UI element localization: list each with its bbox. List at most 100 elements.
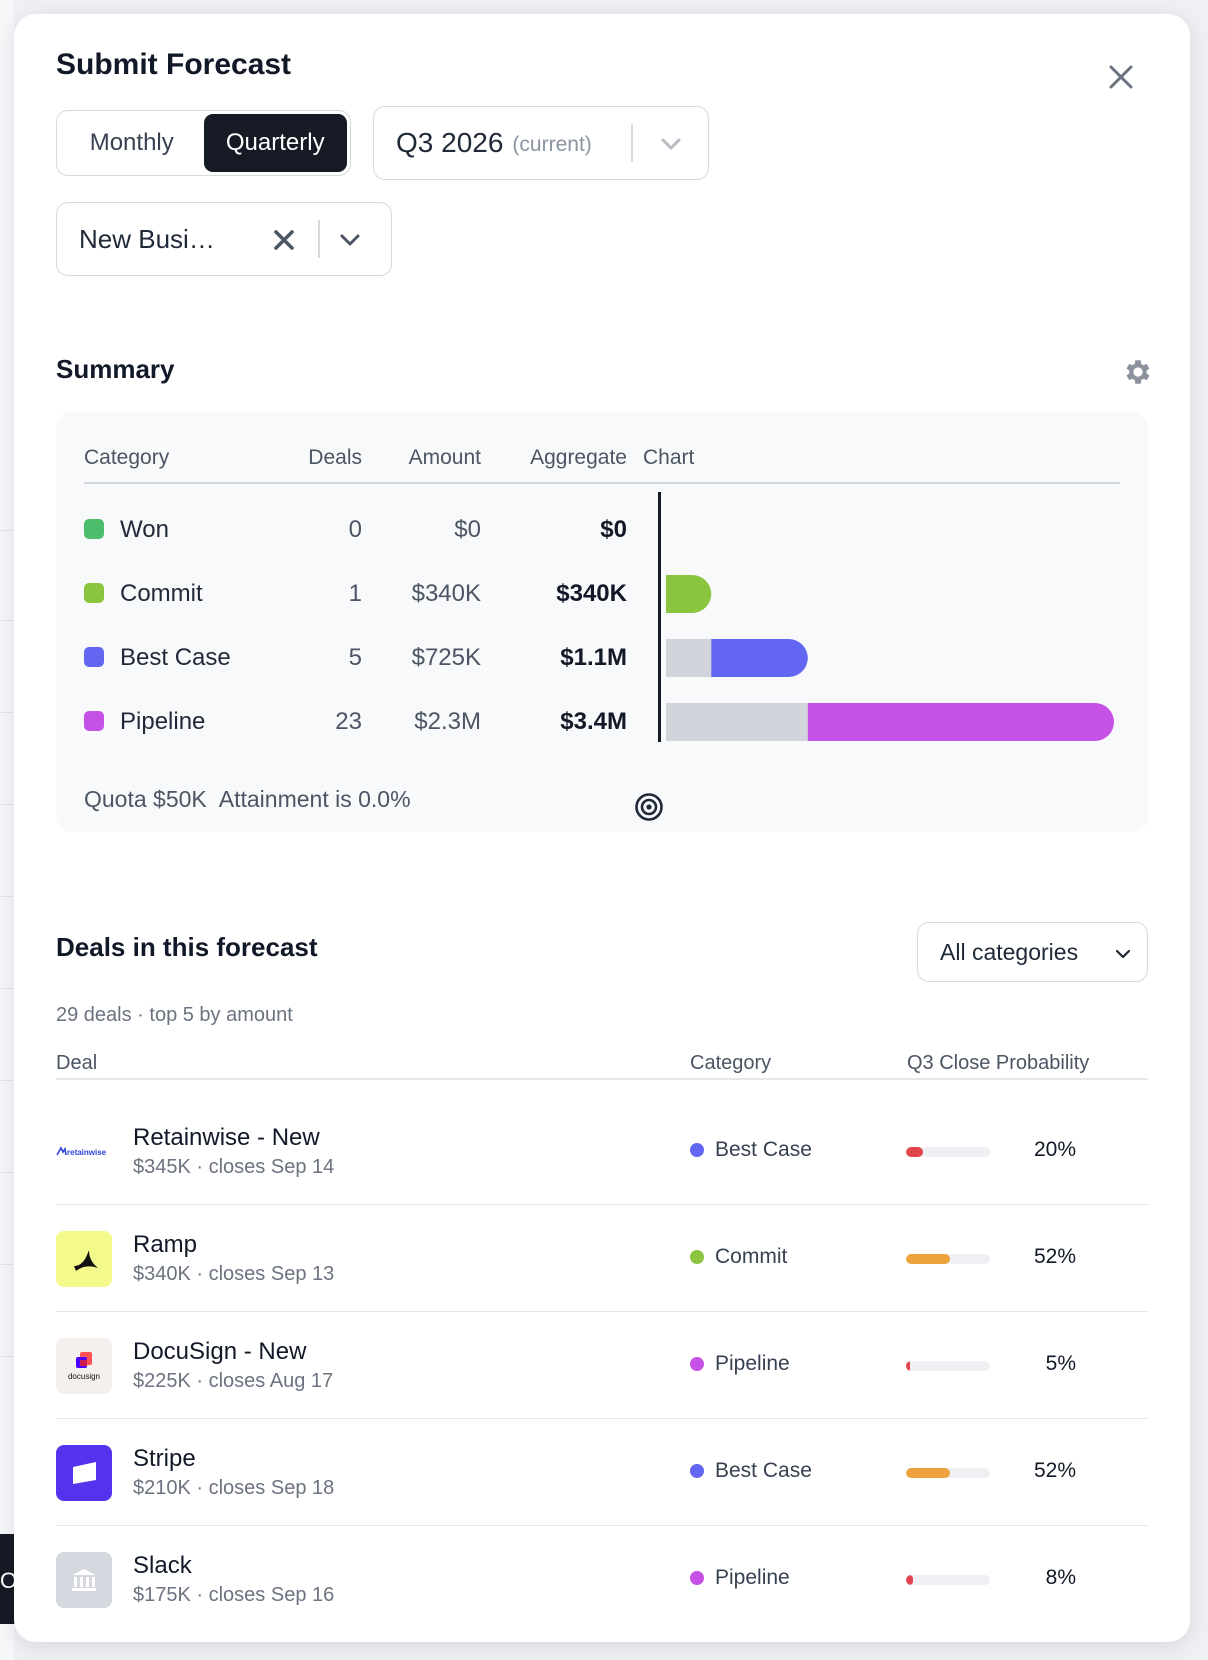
col-header-chart: Chart: [643, 446, 695, 469]
docusign-logo: docusign: [56, 1338, 112, 1394]
attainment-label: Attainment is 0.0%: [218, 786, 411, 812]
bar-base-pipeline: [666, 703, 808, 741]
probability-fill: [906, 1147, 923, 1157]
deal-row-stripe[interactable]: Stripe $210K · closes Sep 18 Best Case 5…: [56, 1419, 1148, 1526]
background-page-edge: [0, 0, 14, 1660]
bar-commit: [666, 575, 712, 613]
category-label: Pipeline: [715, 1352, 790, 1375]
amount-value: $340K: [411, 580, 481, 607]
col-header-deals: Deals: [308, 446, 362, 469]
probability-value: 20%: [1033, 1138, 1076, 1161]
submit-forecast-dialog: Submit Forecast Monthly Quarterly Q3 202…: [14, 14, 1190, 1642]
svg-text:retainwise: retainwise: [67, 1148, 107, 1157]
deal-row-ramp[interactable]: Ramp $340K · closes Sep 13 Commit 52%: [56, 1205, 1148, 1312]
deal-meta: $210K · closes Sep 18: [133, 1477, 335, 1499]
probability-bar: [906, 1575, 990, 1585]
aggregate-value: $0: [600, 516, 627, 543]
summary-title: Summary: [56, 354, 175, 384]
deal-row-slack[interactable]: Slack $175K · closes Sep 16 Pipeline 8%: [56, 1526, 1148, 1633]
amount-value: $0: [454, 516, 481, 543]
deals-header-divider: [56, 1078, 1148, 1080]
deal-row-docusign[interactable]: docusign DocuSign - New $225K · closes A…: [56, 1312, 1148, 1419]
probability-fill: [906, 1575, 913, 1585]
category-label: Pipeline: [715, 1566, 790, 1589]
deal-meta: $340K · closes Sep 13: [133, 1263, 335, 1285]
probability-value: 52%: [1033, 1459, 1076, 1482]
clear-selection-button[interactable]: [269, 225, 299, 255]
amount-value: $2.3M: [414, 708, 481, 735]
category-label: Won: [120, 516, 169, 543]
category-swatch: [84, 711, 104, 731]
close-button[interactable]: [1100, 56, 1142, 98]
category-dot: [690, 1571, 704, 1585]
gear-icon: [1126, 360, 1150, 384]
category-filter-value: All categories: [940, 938, 1079, 965]
toggle-monthly[interactable]: Monthly: [89, 129, 174, 156]
category-dot: [690, 1357, 704, 1371]
col-header-probability: Q3 Close Probability: [907, 1052, 1090, 1074]
aggregate-value: $3.4M: [560, 708, 627, 735]
category-swatch: [84, 647, 104, 667]
category-label: Pipeline: [120, 708, 206, 735]
deals-count: 1: [348, 580, 362, 607]
category-label: Commit: [715, 1245, 788, 1268]
toggle-quarterly[interactable]: Quarterly: [203, 114, 347, 172]
category-swatch: [84, 519, 104, 539]
probability-fill: [906, 1361, 911, 1371]
bank-icon: [56, 1552, 112, 1608]
deals-count: 5: [348, 644, 362, 671]
probability-fill: [906, 1254, 950, 1264]
quota-label: Quota $50K: [84, 786, 207, 812]
select-divider: [318, 220, 320, 258]
probability-bar: [906, 1361, 990, 1371]
summary-card: Category Deals Amount Aggregate Chart Wo…: [56, 412, 1148, 832]
probability-value: 8%: [1045, 1566, 1076, 1589]
category-label: Best Case: [715, 1459, 812, 1482]
segment-select[interactable]: New Busi…: [56, 202, 392, 276]
category-dot: [690, 1464, 704, 1478]
col-header-aggregate: Aggregate: [530, 446, 627, 469]
amount-value: $725K: [411, 644, 481, 671]
deal-name: Stripe: [133, 1445, 196, 1472]
aggregate-value: $1.1M: [560, 644, 627, 671]
probability-fill: [906, 1468, 950, 1478]
deal-category: Commit: [690, 1245, 787, 1269]
header-divider: [84, 482, 1120, 484]
select-divider: [631, 124, 633, 162]
category-filter-select[interactable]: All categories: [917, 922, 1148, 982]
dialog-title: Submit Forecast: [56, 48, 292, 81]
col-header-category: Category: [84, 446, 170, 469]
probability-bar: [906, 1254, 990, 1264]
probability-bar: [906, 1468, 990, 1478]
aggregate-value: $340K: [556, 580, 627, 607]
period-select-value: Q3 2026: [396, 127, 504, 158]
chevron-down-icon: [1115, 949, 1131, 959]
summary-bar-chart: [658, 492, 1114, 742]
deals-title: Deals in this forecast: [56, 932, 318, 962]
close-icon: [1109, 65, 1133, 89]
segment-select-value: New Busi…: [79, 223, 215, 254]
deals-subtitle: 29 deals · top 5 by amount: [56, 1004, 293, 1026]
category-dot: [690, 1143, 704, 1157]
deal-name: DocuSign - New: [133, 1338, 307, 1365]
summary-settings-button[interactable]: [1122, 356, 1154, 388]
deals-count: 23: [335, 708, 362, 735]
deal-category: Pipeline: [690, 1566, 790, 1590]
bar-base-best-case: [666, 639, 712, 677]
target-icon[interactable]: [634, 792, 664, 822]
col-header-deal: Deal: [56, 1052, 98, 1074]
svg-text:docusign: docusign: [68, 1372, 100, 1381]
background-button-label: O: [0, 1568, 18, 1593]
stripe-logo: [56, 1445, 112, 1501]
probability-value: 52%: [1033, 1245, 1076, 1268]
period-select-note: (current): [512, 133, 592, 156]
deal-meta: $345K · closes Sep 14: [133, 1156, 335, 1178]
period-select[interactable]: Q3 2026 (current): [373, 106, 709, 180]
retainwise-logo: retainwise: [56, 1124, 112, 1180]
deal-row-retainwise[interactable]: retainwise Retainwise - New $345K · clos…: [56, 1098, 1148, 1205]
category-label: Commit: [120, 580, 203, 607]
category-swatch: [84, 583, 104, 603]
bar-best-case: [711, 639, 808, 677]
deal-name: Retainwise - New: [133, 1124, 320, 1151]
deal-category: Pipeline: [690, 1352, 790, 1376]
